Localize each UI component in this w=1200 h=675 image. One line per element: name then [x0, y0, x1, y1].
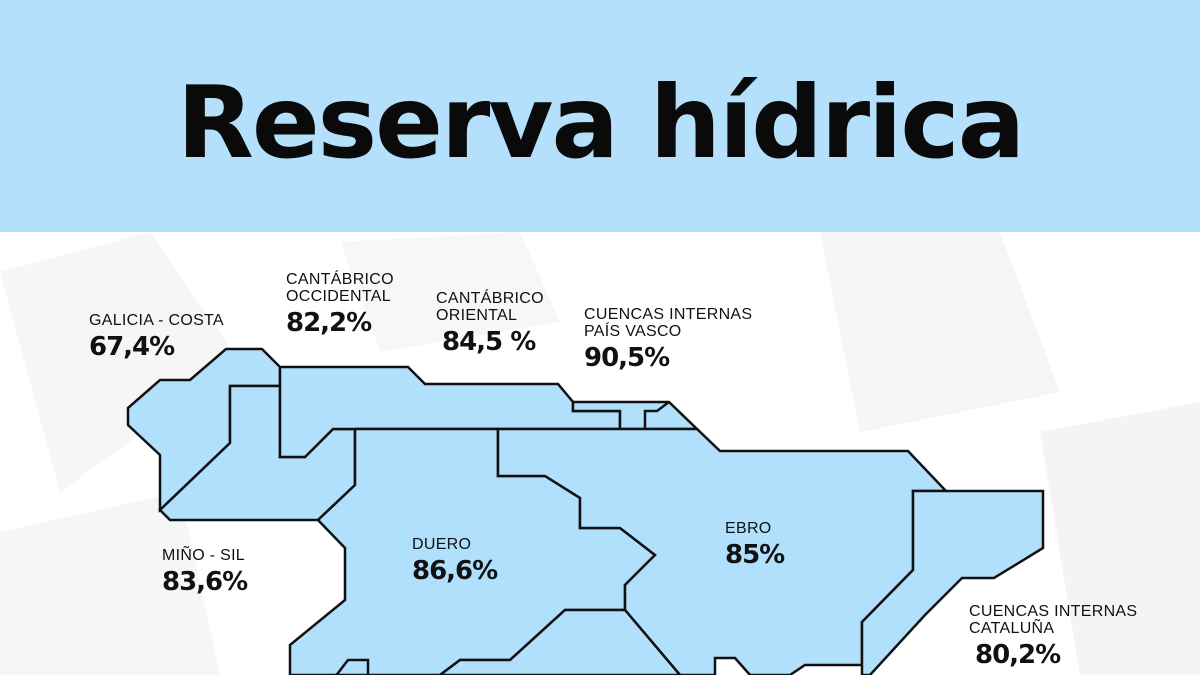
- region-tajo[interactable]: [437, 608, 682, 675]
- label-galicia-costa: GALICIA - COSTA 67,4%: [89, 312, 224, 362]
- label-mino-sil: MIÑO - SIL 83,6%: [162, 547, 248, 597]
- header-banner: Reserva hídrica: [0, 0, 1200, 232]
- region-cataluna[interactable]: [860, 489, 1045, 675]
- label-cantabrico-oriental: CANTÁBRICO ORIENTAL 84,5 %: [436, 290, 544, 357]
- label-pais-vasco: CUENCAS INTERNAS PAÍS VASCO 90,5%: [584, 306, 753, 373]
- label-duero: DUERO 86,6%: [412, 536, 498, 586]
- background-shapes: [0, 232, 1200, 675]
- label-cantabrico-occidental: CANTÁBRICO OCCIDENTAL 82,2%: [286, 271, 394, 338]
- label-ebro: EBRO 85%: [725, 520, 785, 570]
- label-cataluna: CUENCAS INTERNAS CATALUÑA 80,2%: [969, 603, 1138, 670]
- page-title: Reserva hídrica: [176, 63, 1025, 181]
